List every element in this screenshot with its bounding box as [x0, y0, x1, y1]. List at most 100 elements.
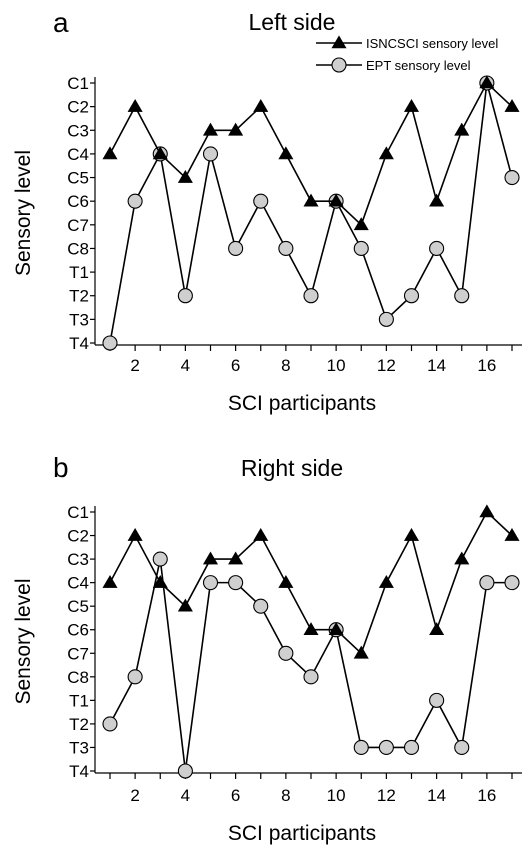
x-tick-label: 6: [231, 356, 240, 375]
ept-point: [303, 669, 319, 685]
ept-point: [429, 240, 445, 257]
ept-point: [479, 575, 495, 591]
y-axis-label: Sensory level: [12, 150, 35, 276]
chart-title: Left side: [249, 9, 336, 35]
isncsci-point: [202, 122, 219, 136]
ept-point: [278, 240, 294, 257]
ept-point: [353, 739, 369, 756]
isncsci-point: [102, 146, 118, 160]
y-tick-label: C6: [67, 192, 89, 211]
isncsci-point: [177, 598, 193, 612]
ept-point: [202, 146, 219, 162]
ept-point: [429, 692, 445, 708]
y-tick-label: C8: [67, 239, 89, 258]
y-tick-label: C5: [67, 597, 89, 616]
isncsci-point: [228, 551, 244, 565]
isncsci-point: [253, 99, 269, 112]
isncsci-point: [202, 551, 219, 565]
ept-point: [253, 598, 269, 614]
y-tick-label: C3: [67, 121, 89, 140]
ept-point: [403, 288, 420, 304]
ept-point: [454, 288, 470, 304]
y-tick-label: C2: [67, 527, 89, 546]
y-tick-label: T2: [69, 287, 89, 306]
x-tick-label: 4: [181, 356, 190, 375]
x-tick-label: 8: [281, 786, 290, 805]
legend-circle-icon: [331, 57, 347, 73]
legend: ISNCSCI sensory level EPT sensory level: [316, 35, 498, 73]
y-tick-label: C8: [67, 668, 89, 687]
isncsci-point: [378, 575, 394, 588]
series-line-ept: [109, 82, 513, 344]
x-tick-label: 2: [130, 356, 139, 375]
y-tick-label: C2: [67, 98, 89, 117]
ept-point: [504, 575, 520, 591]
x-tick-label: 10: [327, 356, 346, 375]
ept-point: [177, 763, 193, 779]
isncsci-point: [403, 527, 420, 541]
ept-point: [152, 551, 168, 567]
isncsci-point: [504, 527, 520, 541]
isncsci-point: [353, 217, 369, 231]
ept-point: [504, 169, 520, 186]
isncsci-point: [479, 75, 495, 89]
isncsci-point: [378, 146, 394, 160]
isncsci-point: [253, 527, 269, 541]
x-tick-label: 16: [477, 786, 496, 805]
y-tick-label: T3: [69, 310, 89, 329]
isncsci-point: [353, 645, 369, 659]
ept-point: [177, 288, 193, 304]
isncsci-point: [177, 169, 193, 183]
y-tick-label: T4: [69, 334, 89, 353]
y-tick-label: T1: [69, 691, 89, 710]
isncsci-point: [102, 575, 118, 588]
isncsci-point: [228, 122, 244, 136]
x-tick-label: 12: [377, 356, 396, 375]
x-tick-label: 12: [377, 786, 396, 805]
isncsci-point: [328, 193, 344, 207]
legend-entry: EPT sensory level: [366, 58, 471, 73]
panel-letter: b: [53, 452, 69, 483]
x-axis-label: SCI participants: [228, 392, 376, 415]
ept-point: [278, 645, 294, 661]
y-tick-label: C1: [67, 74, 89, 93]
ept-point: [228, 575, 244, 591]
y-tick-label: C1: [67, 503, 89, 522]
ept-point: [454, 739, 470, 756]
y-tick-label: T4: [69, 762, 89, 781]
x-tick-label: 14: [427, 356, 446, 375]
ept-point: [127, 193, 143, 209]
isncsci-point: [278, 146, 294, 160]
isncsci-point: [303, 193, 319, 207]
ept-point: [403, 739, 420, 756]
y-tick-label: C6: [67, 621, 89, 640]
legend-triangle-icon: [331, 35, 347, 49]
chart-panel-b: b Right side C1 C2 C3 C4 C5 C6 C7 C8 T1 T2 T3 T4 2 4 6 8 1…: [12, 452, 522, 845]
x-tick-label: 16: [477, 356, 496, 375]
y-tick-label: C7: [67, 644, 89, 663]
isncsci-point: [429, 193, 445, 207]
ept-point: [253, 193, 269, 209]
y-tick-label: C4: [67, 574, 89, 593]
y-tick-label: C5: [67, 169, 89, 188]
x-tick-label: 8: [281, 356, 290, 375]
y-tick-label: C3: [67, 550, 89, 569]
isncsci-point: [328, 622, 344, 636]
isncsci-point: [152, 146, 168, 160]
chart-panel-a: a Left side C1 C2 C3 C4 C5 C6 C7 C8 T1 T2 T3 T4 2 4 6 8 10…: [12, 7, 522, 415]
legend-entry: ISNCSCI sensory level: [366, 36, 498, 51]
y-axis-label: Sensory level: [12, 578, 35, 704]
x-tick-label: 10: [327, 786, 346, 805]
panel-letter: a: [53, 7, 69, 38]
isncsci-point: [303, 622, 319, 636]
isncsci-point: [152, 575, 168, 588]
ept-point: [353, 240, 369, 257]
ept-point: [127, 669, 143, 685]
series-line-ept: [109, 558, 512, 772]
ept-point: [102, 335, 118, 351]
x-tick-label: 2: [130, 786, 139, 805]
ept-point: [303, 288, 319, 304]
y-tick-label: C4: [67, 145, 89, 164]
isncsci-point: [479, 504, 495, 518]
